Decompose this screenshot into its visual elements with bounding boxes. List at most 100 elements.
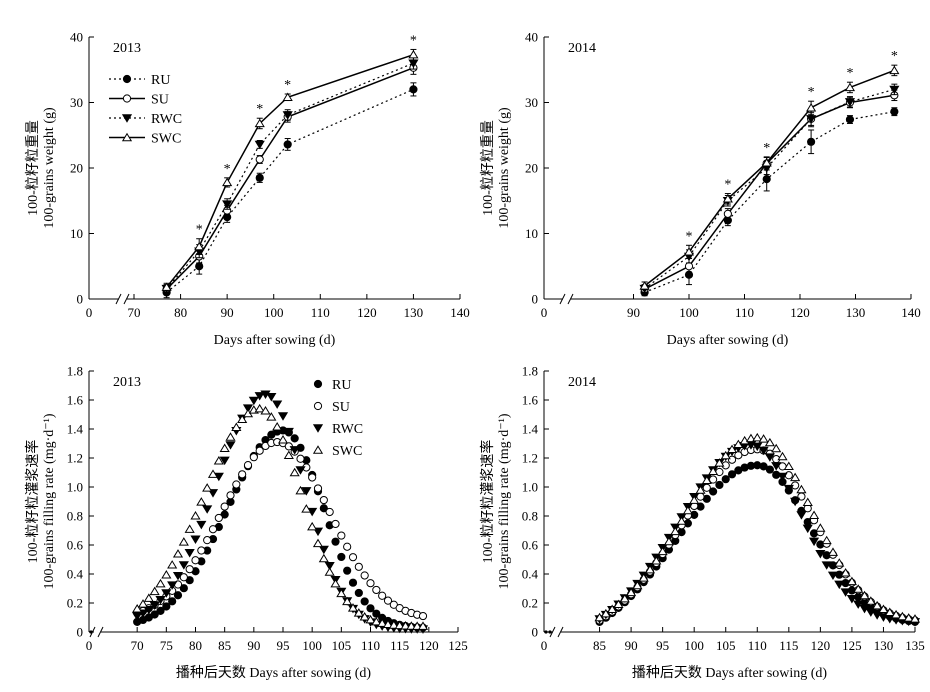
data-point-swc	[689, 495, 700, 504]
data-point-ru	[845, 115, 855, 124]
x-tick-label: 90	[247, 638, 260, 653]
data-point-swc	[872, 600, 883, 610]
legend-marker-rwc	[121, 114, 133, 123]
data-point-swc	[282, 92, 293, 101]
data-point-su	[723, 209, 732, 218]
y-tick-label: 1.8	[522, 364, 538, 379]
legend-label-rwc: RWC	[332, 422, 363, 437]
data-point-swc	[683, 247, 695, 256]
data-point-su	[684, 262, 694, 271]
data-point-swc	[783, 461, 794, 471]
data-point-swc	[752, 432, 763, 442]
y-tick-label: 1.0	[522, 480, 538, 495]
x-tick-label: 100	[684, 638, 704, 653]
significance-star: *	[763, 141, 770, 156]
data-point-rwc	[796, 511, 807, 520]
data-point-rwc	[777, 472, 788, 482]
data-point-swc	[161, 282, 172, 291]
data-point-rwc	[840, 588, 851, 597]
data-point-rwc	[272, 400, 283, 409]
data-point-swc	[827, 547, 839, 556]
series-line-swc	[166, 53, 414, 288]
legend-label-su: SU	[151, 93, 169, 108]
significance-star: *	[196, 223, 203, 238]
data-point-su	[208, 525, 218, 534]
data-point-ru	[890, 107, 899, 116]
x-tick-label: 125	[842, 638, 862, 653]
data-point-rwc	[132, 612, 143, 621]
data-point-ru	[195, 262, 204, 271]
data-point-su	[203, 536, 212, 545]
axis-break-mark	[123, 293, 130, 305]
data-point-swc	[796, 484, 807, 494]
data-point-su	[243, 461, 253, 470]
data-point-swc	[202, 483, 213, 492]
x-tick-label: 85	[218, 638, 231, 653]
y-axis-label-en: 100-grains filling rate (mg·d⁻¹)	[42, 413, 57, 589]
y-tick-label: 1.2	[522, 451, 538, 466]
data-point-rwc	[167, 581, 178, 590]
data-point-swc	[626, 587, 637, 597]
data-point-ru	[319, 504, 328, 513]
data-point-rwc	[752, 442, 763, 452]
x-tick-label: 0	[86, 638, 93, 653]
data-point-swc	[821, 535, 832, 545]
data-point-su	[220, 502, 229, 511]
data-point-su	[337, 531, 346, 540]
data-point-swc	[178, 537, 189, 546]
legend-marker-swc	[312, 445, 324, 454]
data-point-swc	[745, 433, 757, 443]
x-tick-label: 80	[189, 638, 202, 653]
data-point-ru	[409, 85, 418, 94]
data-point-ru	[168, 597, 177, 606]
x-tick-label: 90	[627, 305, 640, 320]
data-point-swc	[371, 616, 382, 626]
y-tick-label: 10	[70, 226, 83, 241]
data-point-su	[360, 571, 369, 580]
data-point-swc	[388, 620, 399, 629]
data-point-swc	[695, 485, 706, 494]
data-point-swc	[237, 414, 248, 424]
data-point-swc	[137, 599, 149, 608]
legend-marker-swc	[121, 132, 133, 142]
baseline-marker	[89, 630, 93, 634]
data-point-rwc	[242, 404, 254, 413]
data-point-rwc	[764, 453, 775, 462]
data-point-swc	[312, 538, 324, 548]
data-point-swc	[225, 432, 236, 441]
data-point-swc	[301, 504, 312, 513]
x-tick-label: 130	[846, 305, 866, 320]
legend-label-ru: RU	[151, 73, 170, 88]
data-point-su	[226, 491, 235, 500]
data-point-ru	[807, 137, 816, 146]
x-tick-label: 110	[311, 305, 330, 320]
data-point-swc	[777, 451, 788, 461]
data-point-ru	[762, 175, 771, 184]
data-point-su	[378, 591, 387, 600]
data-point-ru	[343, 566, 352, 575]
panel-weight-2013: 0 10 20 30 40 0 70 80 90 100 110 120 130 140 Days afte…	[25, 30, 470, 349]
data-point-rwc	[815, 549, 826, 559]
x-tick-label: 135	[905, 638, 925, 653]
data-point-su	[232, 480, 241, 489]
x-tick-label: 95	[277, 638, 290, 653]
y-tick-label: 40	[70, 30, 83, 45]
data-point-swc	[377, 618, 388, 627]
data-point-swc	[222, 177, 233, 187]
legend-label-ru: RU	[332, 378, 351, 393]
data-point-swc	[190, 510, 201, 520]
data-point-swc	[638, 573, 649, 582]
data-point-ru	[765, 465, 774, 474]
data-point-su	[179, 573, 188, 582]
x-tick-label: 85	[593, 638, 606, 653]
data-point-su	[214, 513, 223, 523]
data-point-swc	[254, 118, 265, 128]
baseline-marker	[548, 630, 552, 634]
data-point-swc	[394, 620, 405, 630]
data-point-swc	[889, 65, 900, 75]
y-tick-label: 30	[70, 95, 83, 110]
panel-year-label: 2013	[113, 41, 141, 56]
data-point-swc	[342, 596, 353, 606]
data-point-su	[354, 562, 363, 571]
x-tick-label: 105	[332, 638, 352, 653]
